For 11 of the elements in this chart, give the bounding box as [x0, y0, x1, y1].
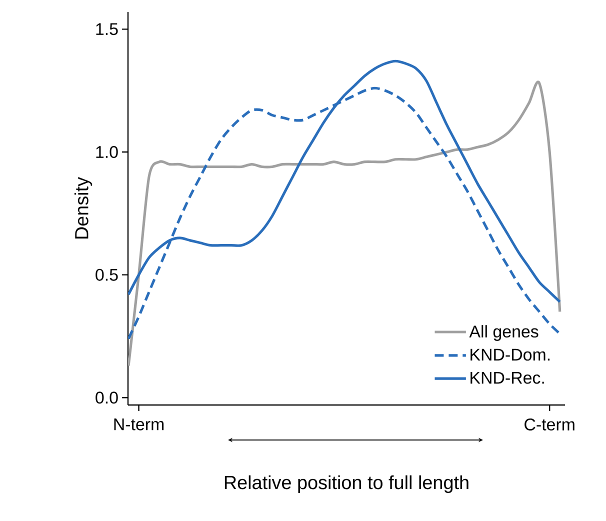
x-tick-label: N-term — [114, 418, 164, 430]
y-tick-label: 1.0 — [96, 146, 118, 158]
legend-label: All genes — [469, 325, 538, 341]
y-tick-label: 0.5 — [96, 268, 118, 281]
x-axis-title: Relative position to full length — [224, 475, 468, 493]
y-tick-label: 1.5 — [96, 23, 118, 36]
y-tick-label: 0.0 — [96, 392, 118, 404]
legend-label: KND-Dom. — [470, 348, 550, 361]
x-tick-label: C-term — [524, 418, 574, 430]
legend-label: KND-Rec. — [470, 372, 544, 384]
y-axis-title: Density — [74, 176, 92, 239]
